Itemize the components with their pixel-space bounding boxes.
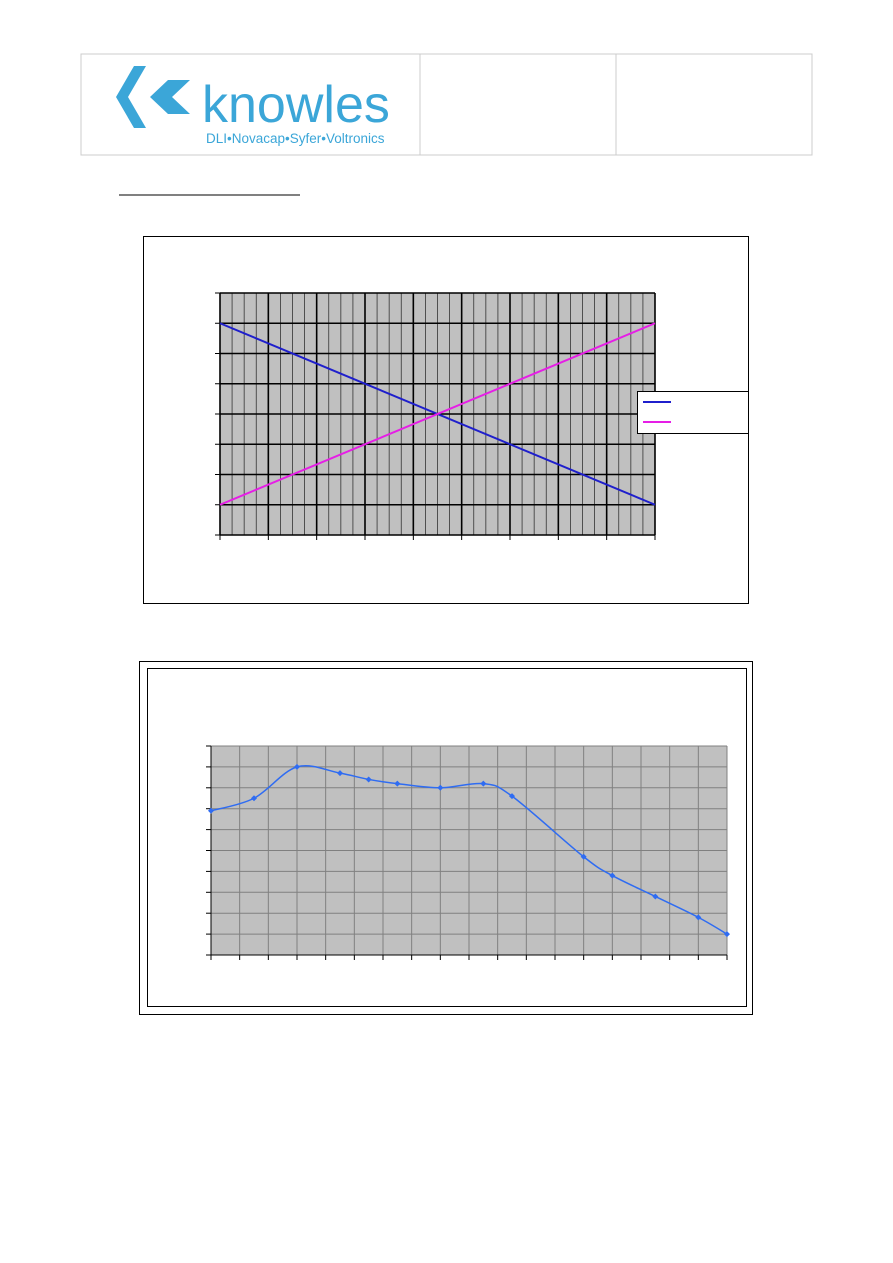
point-marker (394, 780, 401, 787)
point-marker (437, 784, 444, 791)
legend (637, 391, 749, 434)
chart-inner-frame (147, 668, 747, 1007)
point-marker (509, 793, 515, 800)
logo: knowles DLI•Novacap•Syfer•Voltronics (116, 66, 390, 146)
point-marker (695, 914, 702, 921)
point-marker (337, 770, 343, 777)
point-marker (365, 776, 372, 783)
logo-chevron (116, 66, 146, 128)
point-marker (652, 893, 659, 900)
logo-chevron (150, 80, 190, 114)
header-box (80, 53, 813, 156)
point-marker (580, 853, 587, 860)
point-marker (609, 872, 616, 879)
logo-tagline: DLI•Novacap•Syfer•Voltronics (206, 131, 385, 146)
point-marker (294, 763, 300, 770)
logo-text: knowles (202, 76, 390, 134)
series-line (219, 322, 656, 506)
point-marker (724, 931, 730, 938)
series-line (210, 765, 728, 935)
point-marker (480, 780, 487, 787)
point-marker (208, 807, 214, 814)
point-marker (251, 795, 257, 802)
